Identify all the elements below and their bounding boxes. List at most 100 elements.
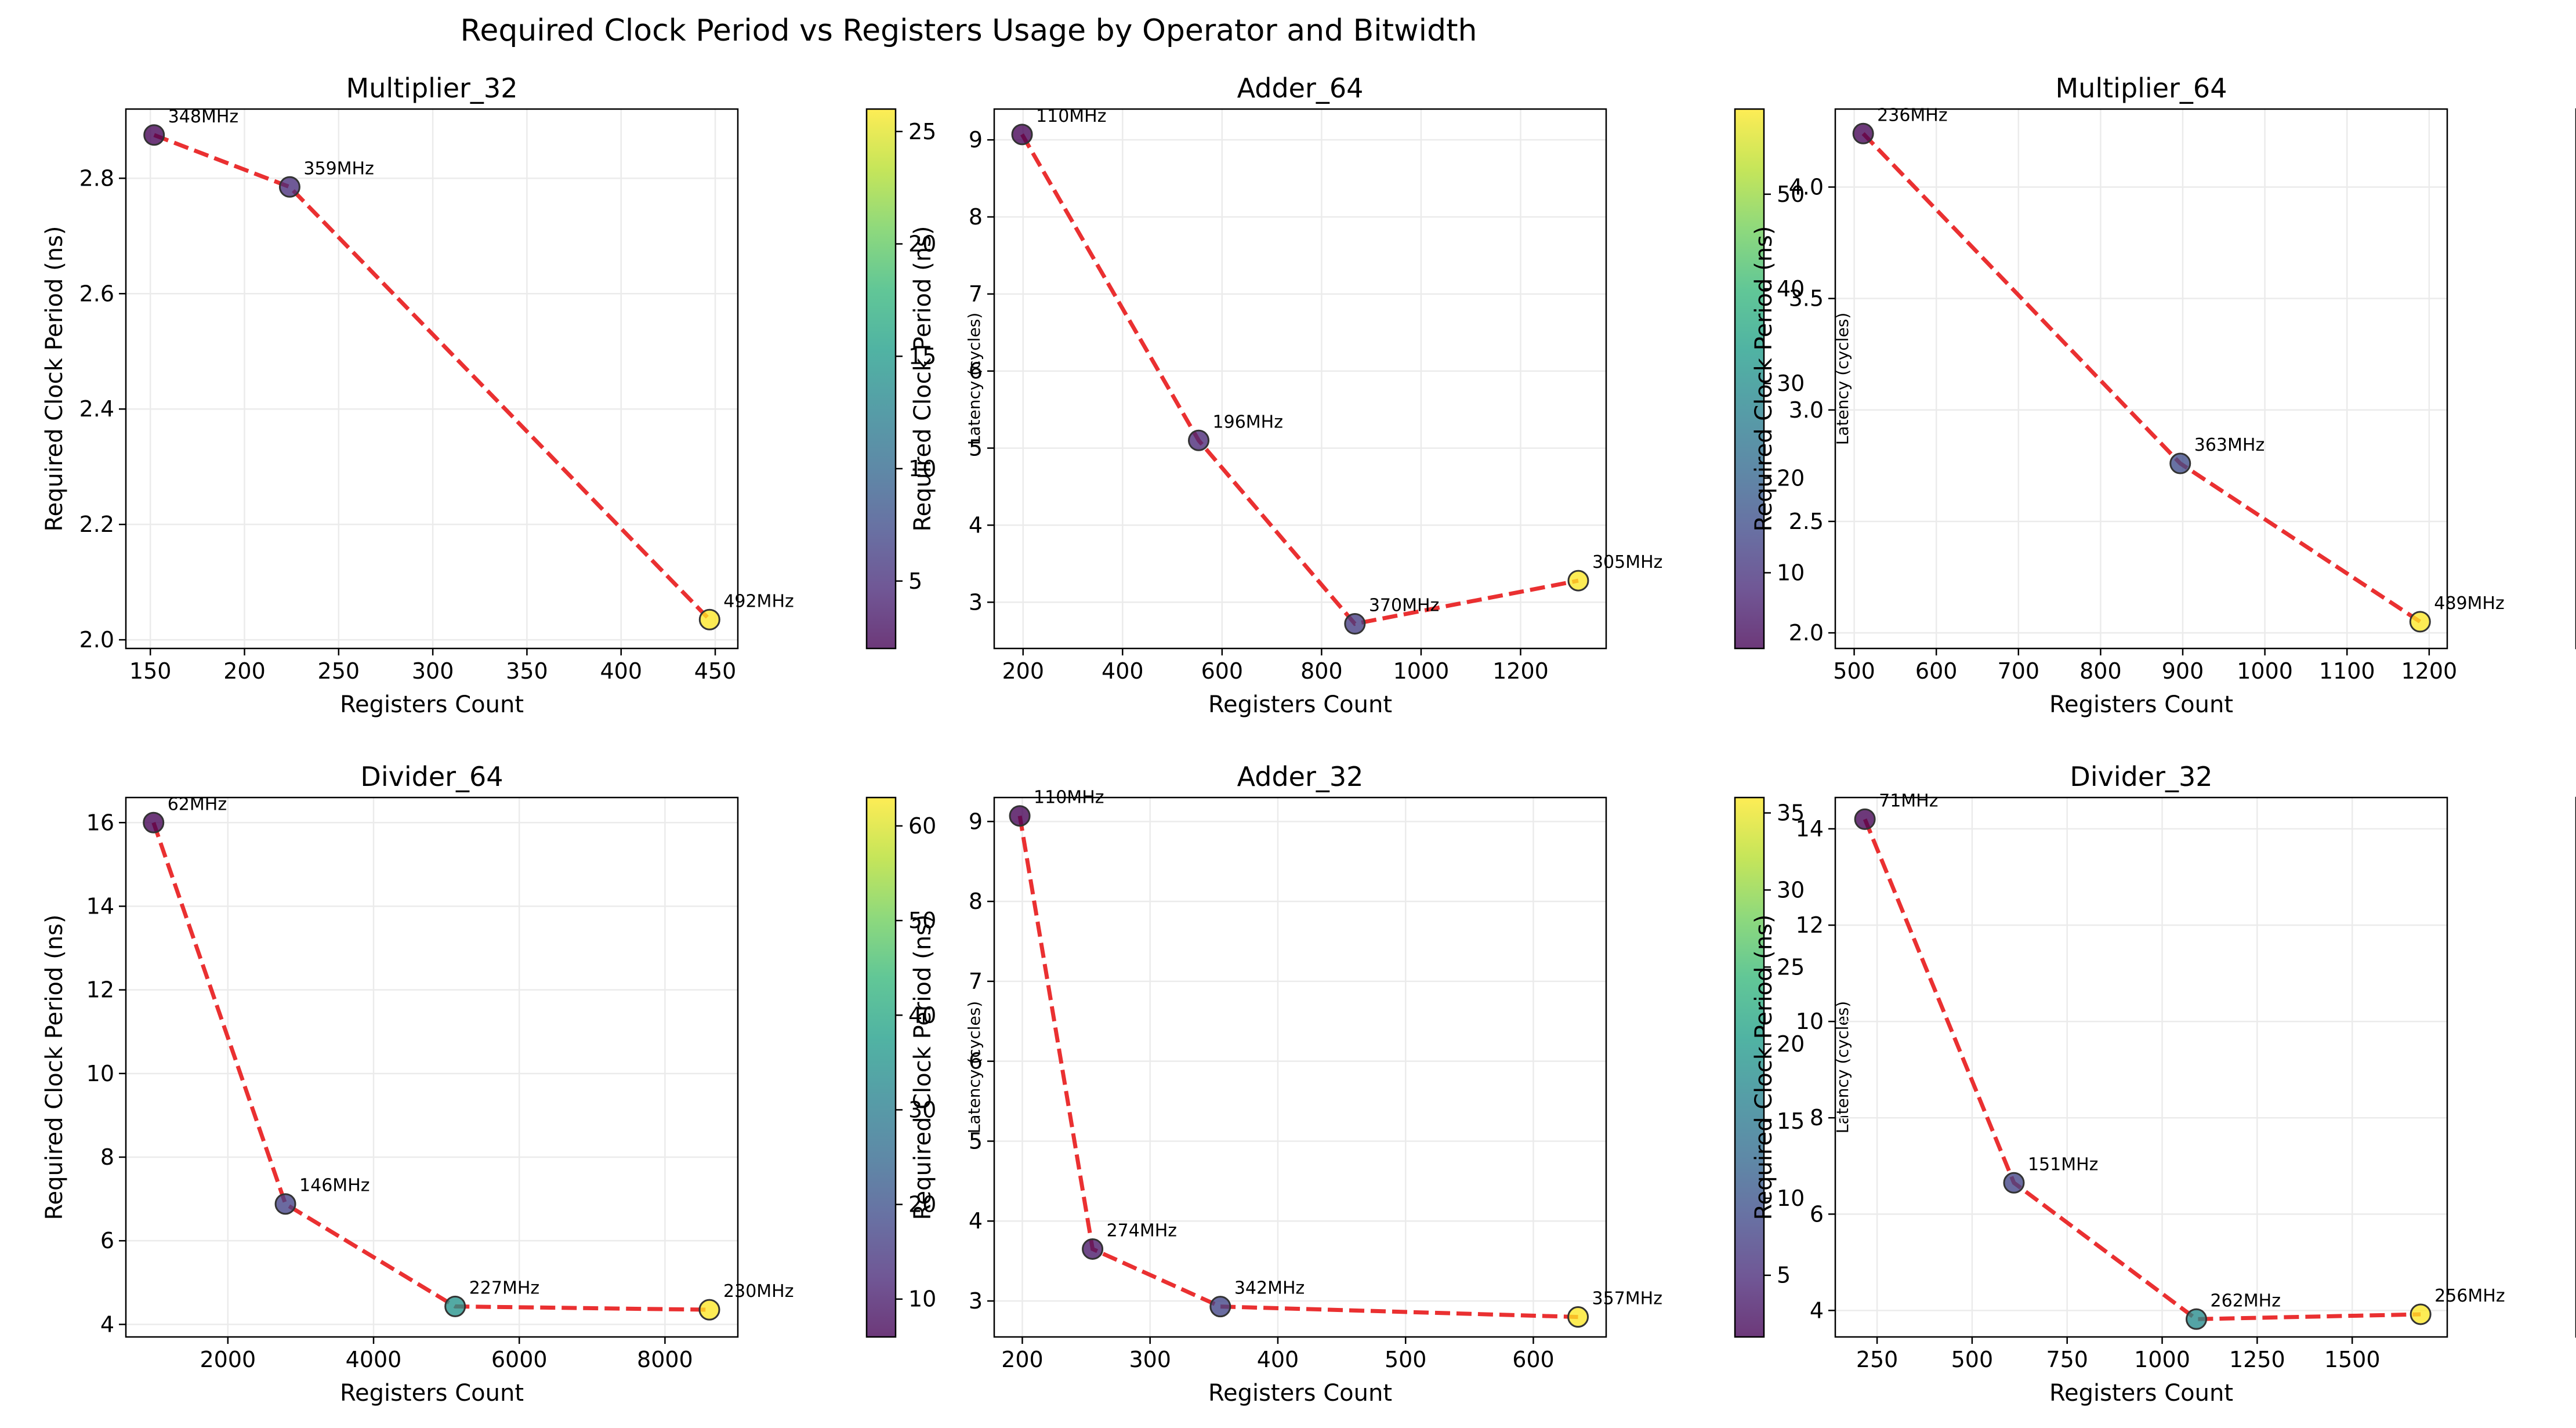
axes-frame bbox=[125, 108, 739, 650]
data-point bbox=[698, 608, 720, 630]
data-point bbox=[1567, 570, 1589, 592]
trend-line bbox=[1017, 816, 1578, 1320]
colorbar-tick-label: 10 bbox=[1777, 1186, 1805, 1211]
x-tick-label: 500 bbox=[1951, 1347, 1994, 1372]
y-tick-label: 4 bbox=[1810, 1297, 1824, 1323]
x-axis-label: Registers Count bbox=[2049, 1380, 2233, 1407]
point-annotation: 489MHz bbox=[2434, 593, 2504, 614]
point-annotation: 363MHz bbox=[2194, 435, 2265, 455]
y-tick-label: 8 bbox=[969, 204, 983, 230]
x-tick-label: 500 bbox=[1385, 1347, 1427, 1372]
point-annotation: 146MHz bbox=[299, 1176, 369, 1196]
colorbar-tick-label: 10 bbox=[908, 456, 936, 481]
x-tick-label: 900 bbox=[2162, 658, 2204, 684]
point-annotation: 370MHz bbox=[1369, 595, 1439, 615]
colorbar-tick-label: 30 bbox=[1777, 371, 1805, 396]
point-annotation: 71MHz bbox=[1879, 791, 1938, 811]
y-tick-label: 4 bbox=[969, 1208, 983, 1234]
x-tick-label: 2000 bbox=[200, 1347, 256, 1372]
axes-frame bbox=[1834, 108, 2448, 650]
colorbar-tick-label: 40 bbox=[908, 1002, 936, 1028]
x-tick-label: 500 bbox=[1833, 658, 1875, 684]
y-axis-label: Required Clock Period (ns) bbox=[1751, 915, 1777, 1220]
data-point bbox=[1852, 122, 1874, 144]
y-axis-label: Required Clock Period (ns) bbox=[1751, 226, 1777, 532]
x-tick-label: 200 bbox=[1002, 658, 1044, 684]
x-tick-label: 1100 bbox=[2319, 658, 2375, 684]
data-point bbox=[1854, 808, 1876, 830]
point-annotation: 236MHz bbox=[1877, 105, 1947, 125]
y-tick-label: 8 bbox=[1810, 1105, 1824, 1130]
y-tick-label: 8 bbox=[969, 889, 983, 914]
axes-frame bbox=[125, 796, 739, 1338]
x-tick-label: 600 bbox=[1915, 658, 1958, 684]
colorbar-tick-label: 25 bbox=[908, 119, 936, 144]
y-axis-label: Required Clock Period (ns) bbox=[910, 226, 936, 532]
colorbar-tick-label: 20 bbox=[1777, 1031, 1805, 1057]
colorbar-tick-label: 10 bbox=[908, 1286, 936, 1312]
colorbar-gradient bbox=[867, 798, 896, 1337]
point-annotation: 492MHz bbox=[723, 591, 794, 611]
x-tick-label: 400 bbox=[1102, 658, 1144, 684]
y-tick-label: 2.8 bbox=[79, 165, 114, 191]
y-tick-label: 14 bbox=[1796, 816, 1824, 842]
y-tick-label: 3.0 bbox=[1789, 397, 1824, 423]
y-tick-label: 2.5 bbox=[1789, 509, 1824, 534]
data-point bbox=[278, 176, 300, 198]
x-tick-label: 400 bbox=[1257, 1347, 1299, 1372]
y-tick-label: 6 bbox=[969, 1049, 983, 1074]
y-axis-label: Required Clock Period (ns) bbox=[910, 915, 936, 1220]
data-point bbox=[143, 811, 165, 833]
point-annotation: 357MHz bbox=[1592, 1289, 1662, 1309]
trend-line bbox=[1861, 132, 2422, 624]
y-tick-label: 6 bbox=[969, 358, 983, 384]
y-tick-label: 4 bbox=[100, 1311, 114, 1337]
colorbar-label: Latency (cycles) bbox=[965, 313, 984, 445]
point-annotation: 342MHz bbox=[1234, 1278, 1305, 1299]
x-tick-label: 6000 bbox=[491, 1347, 548, 1372]
colorbar-tick-label: 20 bbox=[908, 1192, 936, 1217]
data-point bbox=[2003, 1172, 2025, 1194]
axes-frame bbox=[993, 796, 1607, 1338]
trend-line bbox=[1863, 818, 2421, 1321]
x-tick-label: 1200 bbox=[2401, 658, 2457, 684]
point-annotation: 305MHz bbox=[1592, 552, 1662, 572]
y-axis-label: Required Clock Period (ns) bbox=[41, 915, 68, 1220]
x-tick-label: 800 bbox=[1300, 658, 1343, 684]
data-point bbox=[1188, 429, 1210, 451]
point-annotation: 196MHz bbox=[1213, 412, 1283, 432]
subplot-title: Divider_32 bbox=[2070, 761, 2212, 792]
point-annotation: 262MHz bbox=[2211, 1291, 2281, 1311]
trend-line bbox=[1020, 133, 1579, 626]
point-annotation: 227MHz bbox=[469, 1278, 539, 1298]
data-point bbox=[1344, 612, 1366, 635]
y-tick-label: 12 bbox=[1796, 912, 1824, 938]
x-tick-label: 350 bbox=[506, 658, 548, 684]
point-annotation: 256MHz bbox=[2434, 1286, 2505, 1306]
x-tick-label: 200 bbox=[223, 658, 266, 684]
y-tick-label: 4.0 bbox=[1789, 175, 1824, 200]
y-tick-label: 8 bbox=[100, 1144, 114, 1170]
axes-frame bbox=[1834, 796, 2448, 1338]
axes-frame bbox=[993, 108, 1607, 650]
x-tick-label: 1250 bbox=[2229, 1347, 2285, 1372]
subplot-title: Multiplier_64 bbox=[2056, 73, 2227, 104]
data-point bbox=[1082, 1238, 1104, 1260]
colorbar-gradient bbox=[1735, 798, 1764, 1337]
x-tick-label: 1000 bbox=[1393, 658, 1450, 684]
x-tick-label: 1000 bbox=[2134, 1347, 2190, 1372]
x-tick-label: 450 bbox=[694, 658, 737, 684]
data-point bbox=[698, 1299, 720, 1321]
x-tick-label: 1500 bbox=[2324, 1347, 2381, 1372]
figure-title: Required Clock Period vs Registers Usage… bbox=[461, 13, 1477, 48]
data-point bbox=[2410, 1303, 2432, 1325]
subplot-title: Divider_64 bbox=[360, 761, 503, 792]
subplot-divider_32: 71MHz 151MHz 262MHz 256MHz 250 500 750 1000 1250… bbox=[1751, 761, 2576, 1407]
point-annotation: 359MHz bbox=[303, 158, 374, 179]
colorbar-tick-label: 25 bbox=[1777, 954, 1805, 980]
subplot-multiplier_32: 348MHz 359MHz 492MHz 150 200 250 300 350 400 450 2… bbox=[41, 73, 984, 718]
colorbar-tick-label: 20 bbox=[908, 231, 936, 257]
